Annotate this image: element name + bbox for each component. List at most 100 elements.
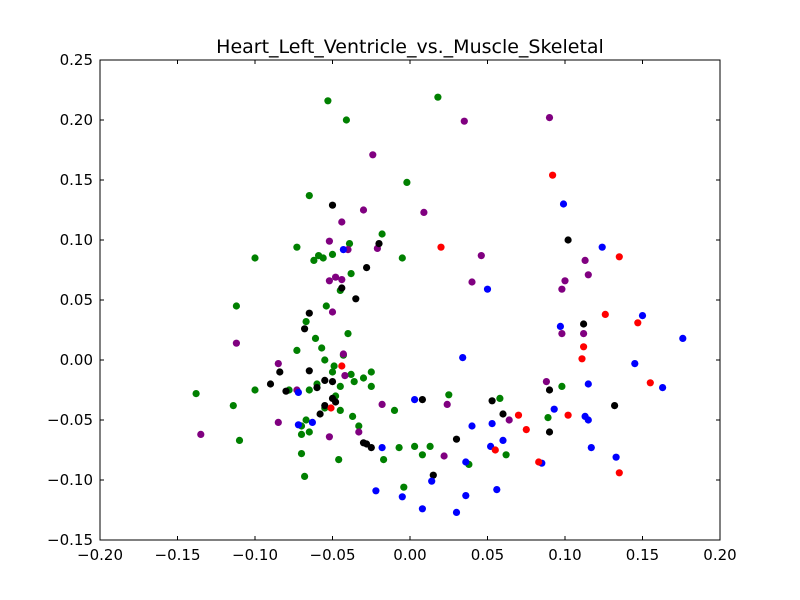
data-point bbox=[338, 362, 346, 370]
data-point bbox=[347, 370, 355, 378]
data-point bbox=[352, 295, 360, 303]
data-point bbox=[558, 382, 566, 390]
data-point bbox=[251, 254, 259, 262]
x-tick-label: −0.10 bbox=[232, 546, 278, 564]
data-point bbox=[328, 378, 337, 386]
data-point bbox=[369, 151, 377, 159]
data-point bbox=[631, 360, 639, 368]
data-point bbox=[310, 256, 318, 264]
data-point bbox=[584, 416, 592, 424]
data-point bbox=[350, 378, 358, 386]
data-point bbox=[452, 435, 461, 443]
data-point bbox=[581, 256, 589, 264]
data-point bbox=[359, 374, 368, 382]
y-tick-label: −0.10 bbox=[47, 471, 93, 489]
x-tick-label: −0.05 bbox=[310, 546, 356, 564]
data-point bbox=[319, 254, 327, 262]
data-point bbox=[274, 360, 282, 368]
data-point bbox=[468, 422, 476, 430]
data-point bbox=[564, 411, 572, 419]
data-point bbox=[615, 253, 623, 261]
data-point bbox=[522, 426, 530, 434]
data-point bbox=[294, 388, 302, 396]
data-point bbox=[328, 201, 337, 209]
data-point bbox=[325, 277, 333, 285]
data-point bbox=[338, 218, 346, 226]
x-tick-label: −0.20 bbox=[77, 546, 123, 564]
data-point bbox=[232, 339, 240, 347]
data-point bbox=[488, 420, 496, 428]
data-point bbox=[488, 397, 496, 405]
y-tick-label: −0.15 bbox=[47, 531, 93, 549]
data-point bbox=[545, 114, 554, 122]
x-tick-label: −0.15 bbox=[155, 546, 201, 564]
data-point bbox=[355, 428, 363, 436]
data-point bbox=[344, 330, 352, 338]
data-point bbox=[545, 428, 554, 436]
data-point bbox=[305, 192, 313, 200]
data-point bbox=[301, 472, 309, 480]
data-point bbox=[235, 436, 244, 444]
data-point bbox=[378, 444, 386, 452]
data-point bbox=[514, 411, 523, 419]
data-point bbox=[313, 384, 321, 392]
data-point bbox=[336, 382, 344, 390]
data-point bbox=[390, 406, 399, 414]
data-point bbox=[232, 302, 240, 310]
data-point bbox=[293, 243, 301, 251]
data-point bbox=[328, 368, 337, 376]
data-point bbox=[282, 387, 290, 395]
data-point bbox=[341, 372, 349, 380]
data-point bbox=[342, 116, 350, 124]
data-point bbox=[339, 246, 347, 254]
data-point bbox=[459, 354, 467, 362]
data-point bbox=[443, 400, 451, 408]
data-point bbox=[301, 325, 309, 333]
data-point bbox=[251, 386, 259, 394]
data-point bbox=[321, 402, 329, 410]
data-point bbox=[468, 278, 476, 286]
data-point bbox=[332, 398, 340, 406]
data-point bbox=[584, 380, 592, 388]
y-tick-label: 0.05 bbox=[60, 291, 93, 309]
data-point bbox=[578, 355, 586, 363]
data-point bbox=[302, 318, 310, 326]
data-point bbox=[332, 273, 340, 281]
chart-title: Heart_Left_Ventricle_vs._Muscle_Skeletal bbox=[216, 36, 604, 58]
data-point bbox=[462, 492, 470, 500]
data-point bbox=[327, 404, 335, 412]
data-point bbox=[297, 430, 306, 438]
data-point bbox=[437, 243, 445, 251]
data-point bbox=[634, 319, 642, 327]
data-point bbox=[493, 486, 501, 494]
data-point bbox=[378, 400, 386, 408]
data-point bbox=[462, 458, 470, 466]
data-point bbox=[324, 97, 332, 105]
data-point bbox=[420, 208, 428, 216]
data-point bbox=[556, 322, 565, 330]
data-point bbox=[460, 117, 468, 125]
data-point bbox=[335, 456, 343, 464]
data-point bbox=[359, 439, 368, 447]
data-point bbox=[325, 433, 333, 441]
data-point bbox=[646, 379, 654, 387]
data-point bbox=[550, 405, 558, 413]
y-tick-label: 0.10 bbox=[60, 231, 93, 249]
data-point bbox=[598, 243, 606, 251]
data-point bbox=[428, 477, 436, 485]
data-point bbox=[679, 334, 687, 342]
y-tick-label: 0.20 bbox=[60, 111, 93, 129]
axes: −0.20 −0.15 −0.10 −0.05 0.00 0.05 0.10 0.15 0.20… bbox=[47, 51, 737, 564]
data-point bbox=[294, 421, 302, 429]
data-point bbox=[305, 428, 313, 436]
data-point bbox=[367, 382, 375, 390]
data-point bbox=[347, 270, 355, 278]
data-point bbox=[266, 380, 275, 388]
data-point bbox=[549, 171, 557, 179]
data-point bbox=[197, 430, 205, 438]
y-tick-label: 0.00 bbox=[60, 351, 93, 369]
y-tick-label: −0.05 bbox=[47, 411, 93, 429]
data-point bbox=[612, 453, 620, 461]
data-point bbox=[559, 200, 568, 208]
